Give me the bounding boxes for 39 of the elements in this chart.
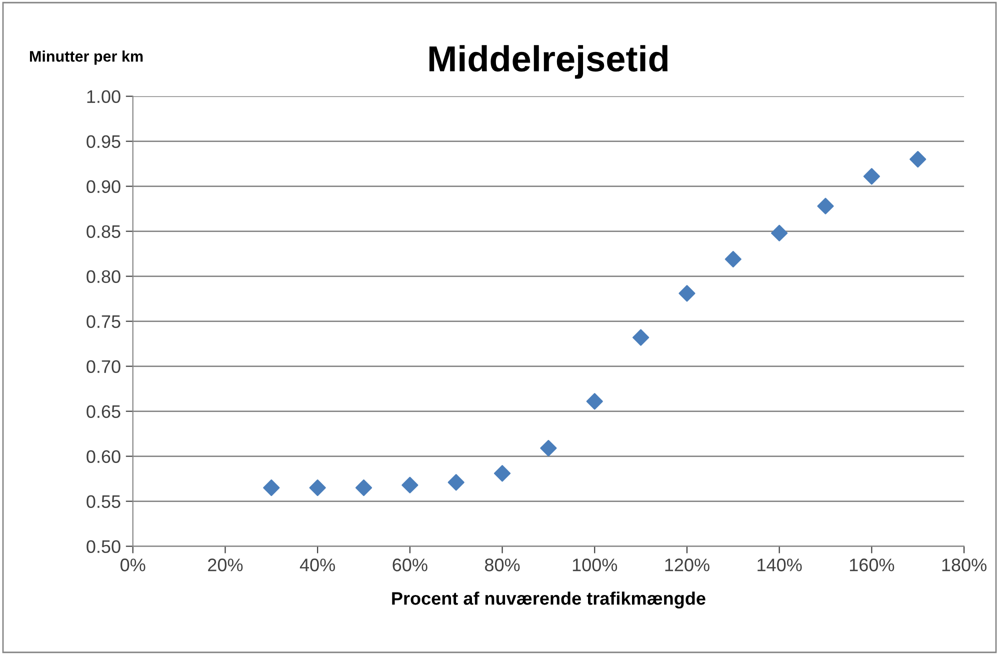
point — [910, 150, 926, 168]
point — [402, 476, 418, 494]
chart-title: Middelrejsetid — [429, 45, 668, 79]
point — [724, 250, 742, 268]
x-axis-title: Procent af nuværende trafikmængde — [392, 592, 706, 608]
point — [771, 224, 788, 242]
point — [632, 329, 650, 346]
x-tick-label: 160% — [850, 558, 894, 572]
point — [678, 285, 696, 302]
x-tick-label: 140% — [758, 558, 802, 572]
point — [863, 168, 880, 185]
x-tick-label: 60% — [392, 558, 428, 572]
y-tick-label: 0.60 — [86, 450, 120, 463]
y-tick-label: 0.70 — [86, 360, 120, 373]
point — [448, 474, 464, 491]
point — [355, 479, 372, 496]
point — [586, 393, 603, 410]
x-tick-label: 180% — [942, 558, 986, 572]
x-tick-label: 0% — [120, 558, 146, 572]
y-tick-label: 0.50 — [86, 540, 120, 553]
point — [540, 440, 557, 456]
x-tick-label: 100% — [572, 558, 618, 572]
point — [263, 479, 280, 496]
point — [817, 198, 834, 214]
y-tick-label: 0.75 — [86, 315, 120, 328]
y-tick-label: 0.65 — [86, 405, 120, 418]
y-tick-label: 1.00 — [87, 90, 120, 104]
point — [309, 479, 326, 496]
x-tick-label: 20% — [208, 558, 243, 572]
y-tick-label: 0.80 — [86, 270, 120, 283]
y-axis-title: Minutter per km — [30, 50, 143, 65]
y-tick-label: 0.55 — [86, 495, 120, 508]
x-tick-label: 80% — [484, 558, 520, 572]
x-tick-label: 40% — [300, 558, 335, 572]
point — [494, 465, 511, 482]
y-tick-label: 0.90 — [86, 180, 120, 193]
y-tick-label: 0.85 — [86, 225, 120, 238]
y-tick-label: 0.95 — [86, 135, 120, 148]
x-tick-label: 120% — [665, 558, 710, 572]
